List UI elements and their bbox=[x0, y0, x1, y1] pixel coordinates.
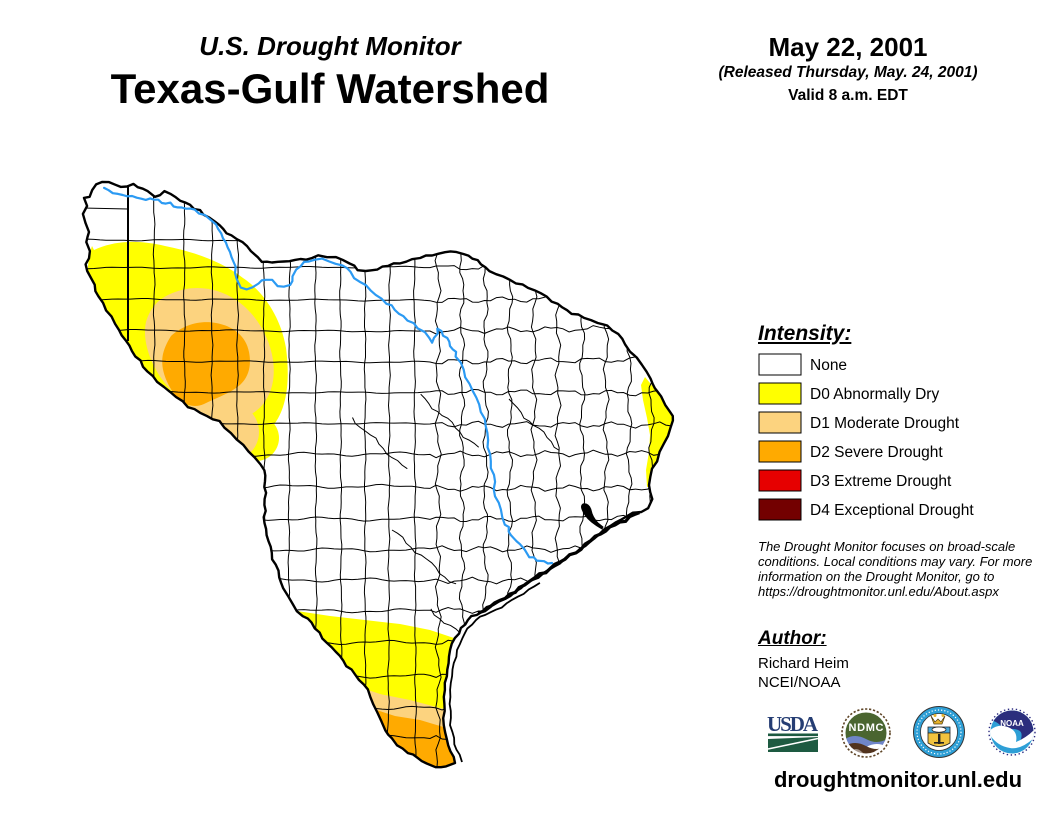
svg-text:NOAA: NOAA bbox=[1000, 719, 1024, 728]
svg-text:NDMC: NDMC bbox=[849, 722, 884, 734]
svg-text:USDA: USDA bbox=[767, 712, 819, 736]
